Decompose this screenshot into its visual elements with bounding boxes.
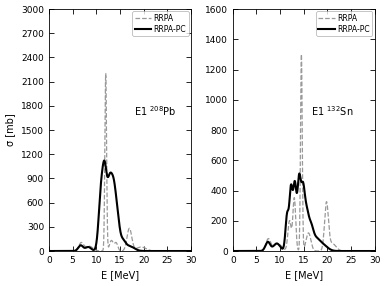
RRPA-PC [264,243,268,247]
RRPA-PC [188,249,193,253]
Legend: RRPA, RRPA-PC: RRPA, RRPA-PC [132,11,189,36]
RRPA [371,249,376,253]
RRPA [80,242,85,245]
RRPA-PC [284,217,289,221]
RRPA-PC [230,249,235,253]
RRPA [294,232,299,235]
RRPA-PC [264,241,269,245]
RRPA-PC [372,249,377,253]
X-axis label: E [MeV]: E [MeV] [101,271,139,281]
RRPA-PC [47,249,51,253]
RRPA-PC [110,173,115,177]
RRPA-PC [80,245,85,248]
RRPA-PC [371,249,376,253]
RRPA [188,249,193,253]
RRPA-PC [81,245,86,249]
Text: E1 $^{132}$Sn: E1 $^{132}$Sn [311,104,353,118]
RRPA [264,240,269,243]
RRPA [230,249,235,253]
Legend: RRPA, RRPA-PC: RRPA, RRPA-PC [316,11,372,36]
RRPA [188,249,192,253]
Line: RRPA-PC: RRPA-PC [49,160,191,251]
Line: RRPA-PC: RRPA-PC [233,173,375,251]
RRPA-PC [294,190,299,194]
RRPA [372,249,377,253]
RRPA [47,249,51,253]
RRPA [110,240,115,243]
RRPA [80,241,84,244]
RRPA-PC [297,172,302,175]
RRPA [265,238,269,241]
RRPA [103,72,108,75]
RRPA [284,244,289,248]
RRPA-PC [265,240,269,244]
RRPA-PC [100,167,105,170]
X-axis label: E [MeV]: E [MeV] [285,271,323,281]
RRPA [81,243,86,246]
Text: E1 $^{208}$Pb: E1 $^{208}$Pb [134,104,176,118]
RRPA [100,249,105,253]
RRPA [299,53,304,56]
Line: RRPA: RRPA [233,54,375,251]
Line: RRPA: RRPA [49,74,191,251]
Y-axis label: σ [mb]: σ [mb] [5,114,15,146]
RRPA-PC [80,244,84,248]
RRPA-PC [188,249,192,253]
RRPA [264,242,268,246]
RRPA-PC [102,159,107,162]
